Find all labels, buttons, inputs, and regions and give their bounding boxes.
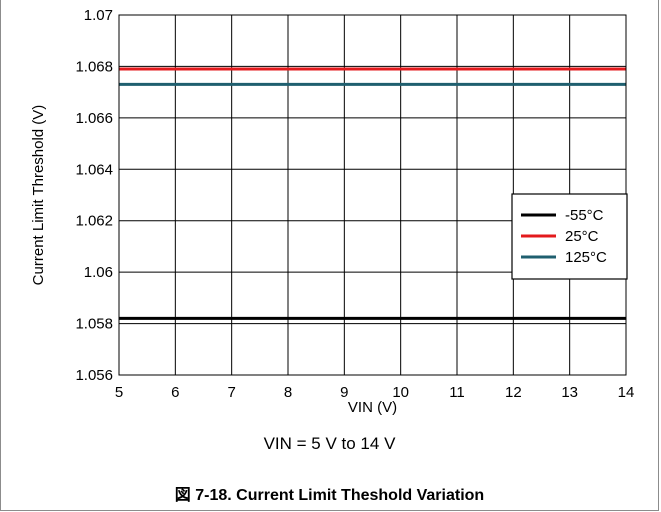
legend-label-neg55: -55°C (565, 207, 604, 224)
y-tick-label: 1.06 (84, 264, 113, 281)
x-tick-labels: 5 6 7 8 9 10 11 12 13 14 (115, 384, 635, 401)
y-tick-label: 1.056 (75, 367, 113, 384)
x-tick-label: 12 (505, 384, 522, 401)
legend-label-125: 125°C (565, 249, 607, 266)
y-tick-label: 1.058 (75, 316, 113, 333)
y-tick-label: 1.068 (75, 58, 113, 75)
x-tick-label: 8 (284, 384, 292, 401)
x-tick-label: 6 (171, 384, 179, 401)
series-lines (119, 67, 626, 320)
y-tick-label: 1.066 (75, 110, 113, 127)
y-tick-label: 1.064 (75, 161, 113, 178)
x-tick-label: 11 (449, 384, 465, 401)
x-tick-label: 7 (227, 384, 235, 401)
chart: 5 6 7 8 9 10 11 12 13 14 1.056 1.058 1.06 1.062 1.064… (30, 7, 635, 416)
legend: -55°C 25°C 125°C (511, 193, 628, 280)
legend-label-25: 25°C (565, 228, 599, 245)
x-tick-label: 9 (340, 384, 348, 401)
x-tick-label: 14 (618, 384, 635, 401)
figure-caption: 図 7-18. Current Limit Theshold Variation (174, 487, 485, 504)
x-tick-label: 13 (561, 384, 578, 401)
test-condition: VIN = 5 V to 14 V (263, 434, 396, 453)
x-tick-label: 10 (392, 384, 409, 401)
x-tick-label: 5 (115, 384, 123, 401)
x-axis-label: VIN (V) (348, 399, 397, 416)
y-axis-label: Current Limit Threshold (V) (30, 105, 47, 286)
y-tick-label: 1.07 (84, 7, 113, 24)
y-tick-label: 1.062 (75, 213, 113, 230)
y-tick-labels: 1.056 1.058 1.06 1.062 1.064 1.066 1.068 1.07 (75, 7, 113, 384)
